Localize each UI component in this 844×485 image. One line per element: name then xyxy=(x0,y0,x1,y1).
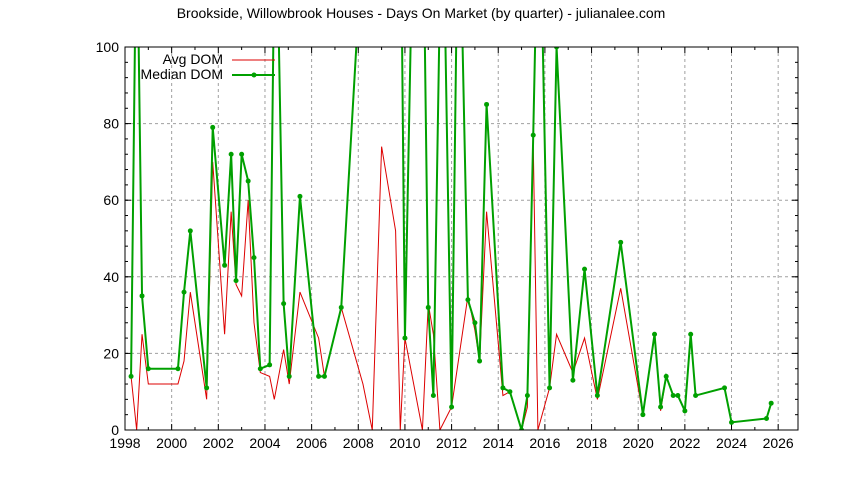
data-point-median-dom xyxy=(663,373,669,379)
data-point-median-dom xyxy=(507,389,513,395)
legend: Avg DOM Median DOM xyxy=(141,51,275,82)
data-point-median-dom xyxy=(210,124,216,130)
data-point-median-dom xyxy=(472,320,478,326)
data-point-median-dom xyxy=(430,393,436,399)
data-point-median-dom xyxy=(316,373,322,379)
data-point-median-dom xyxy=(222,262,228,268)
data-point-median-dom xyxy=(477,358,483,364)
x-tick-label: 2020 xyxy=(623,435,654,451)
y-tick-label: 20 xyxy=(103,345,119,361)
x-tick-label: 2026 xyxy=(763,435,794,451)
data-point-median-dom xyxy=(652,331,658,337)
data-point-median-dom xyxy=(233,278,239,284)
data-point-median-dom xyxy=(251,255,257,261)
data-point-median-dom xyxy=(764,416,770,422)
y-tick-label: 60 xyxy=(103,192,119,208)
data-point-median-dom xyxy=(640,412,646,418)
x-tick-label: 2002 xyxy=(203,435,234,451)
legend-label-avg: Avg DOM xyxy=(163,51,223,67)
axis-ticks: 1998 2000 2002 2004 2006 2008 2010 2012 2014 2016… xyxy=(96,39,798,451)
data-point-median-dom xyxy=(181,289,187,295)
data-point-median-dom xyxy=(145,366,151,372)
legend-marker-median xyxy=(251,72,257,78)
x-tick-label: 2010 xyxy=(389,435,420,451)
data-point-median-dom xyxy=(722,385,728,391)
x-tick-label: 2022 xyxy=(669,435,700,451)
legend-label-median: Median DOM xyxy=(141,66,223,82)
data-point-median-dom xyxy=(465,297,471,303)
data-point-median-dom xyxy=(688,331,694,337)
data-point-median-dom xyxy=(670,393,676,399)
data-point-median-dom xyxy=(682,408,688,414)
y-tick-label: 100 xyxy=(96,39,120,55)
data-point-median-dom xyxy=(245,178,251,184)
x-tick-label: 2014 xyxy=(483,435,514,451)
y-tick-label: 40 xyxy=(103,269,119,285)
data-point-median-dom xyxy=(139,293,145,299)
data-point-median-dom xyxy=(570,377,576,383)
data-point-median-dom xyxy=(768,400,774,406)
data-point-median-dom xyxy=(554,47,560,50)
x-tick-label: 2000 xyxy=(156,435,187,451)
data-point-median-dom xyxy=(239,151,245,157)
data-point-median-dom xyxy=(500,385,506,391)
data-point-median-dom xyxy=(175,366,181,372)
data-point-median-dom xyxy=(658,404,664,410)
x-tick-label: 1998 xyxy=(109,435,140,451)
series-line-median-dom xyxy=(130,47,773,430)
data-point-median-dom xyxy=(204,385,210,391)
data-point-median-dom xyxy=(286,373,292,379)
data-point-median-dom xyxy=(547,385,553,391)
x-tick-label: 2018 xyxy=(576,435,607,451)
data-point-median-dom xyxy=(484,101,490,107)
plot-frame xyxy=(124,46,799,431)
data-point-median-dom xyxy=(402,335,408,341)
data-point-median-dom xyxy=(594,393,600,399)
data-point-median-dom xyxy=(449,404,455,410)
data-point-median-dom xyxy=(281,301,287,307)
x-tick-label: 2012 xyxy=(436,435,467,451)
x-tick-label: 2006 xyxy=(296,435,327,451)
data-point-median-dom xyxy=(321,373,327,379)
series-layer xyxy=(128,47,774,430)
data-point-median-dom xyxy=(582,266,588,272)
data-point-median-dom xyxy=(524,393,530,399)
data-point-median-dom xyxy=(187,228,193,234)
data-point-median-dom xyxy=(519,427,525,430)
x-tick-label: 2024 xyxy=(716,435,747,451)
data-point-median-dom xyxy=(267,362,273,368)
data-point-median-dom xyxy=(530,132,536,138)
x-tick-label: 2016 xyxy=(529,435,560,451)
chart-title: Brookside, Willowbrook Houses - Days On … xyxy=(177,5,666,21)
data-point-median-dom xyxy=(618,239,624,245)
x-tick-label: 2004 xyxy=(249,435,280,451)
data-point-median-dom xyxy=(228,151,234,157)
y-tick-label: 80 xyxy=(103,116,119,132)
data-point-median-dom xyxy=(425,304,431,310)
data-point-median-dom xyxy=(297,193,303,199)
data-point-median-dom xyxy=(693,393,699,399)
data-point-median-dom xyxy=(257,366,263,372)
data-point-median-dom xyxy=(128,373,134,379)
data-point-median-dom xyxy=(338,304,344,310)
x-tick-label: 2008 xyxy=(343,435,374,451)
data-point-median-dom xyxy=(729,419,735,425)
data-point-median-dom xyxy=(675,393,681,399)
y-tick-label: 0 xyxy=(111,422,119,438)
